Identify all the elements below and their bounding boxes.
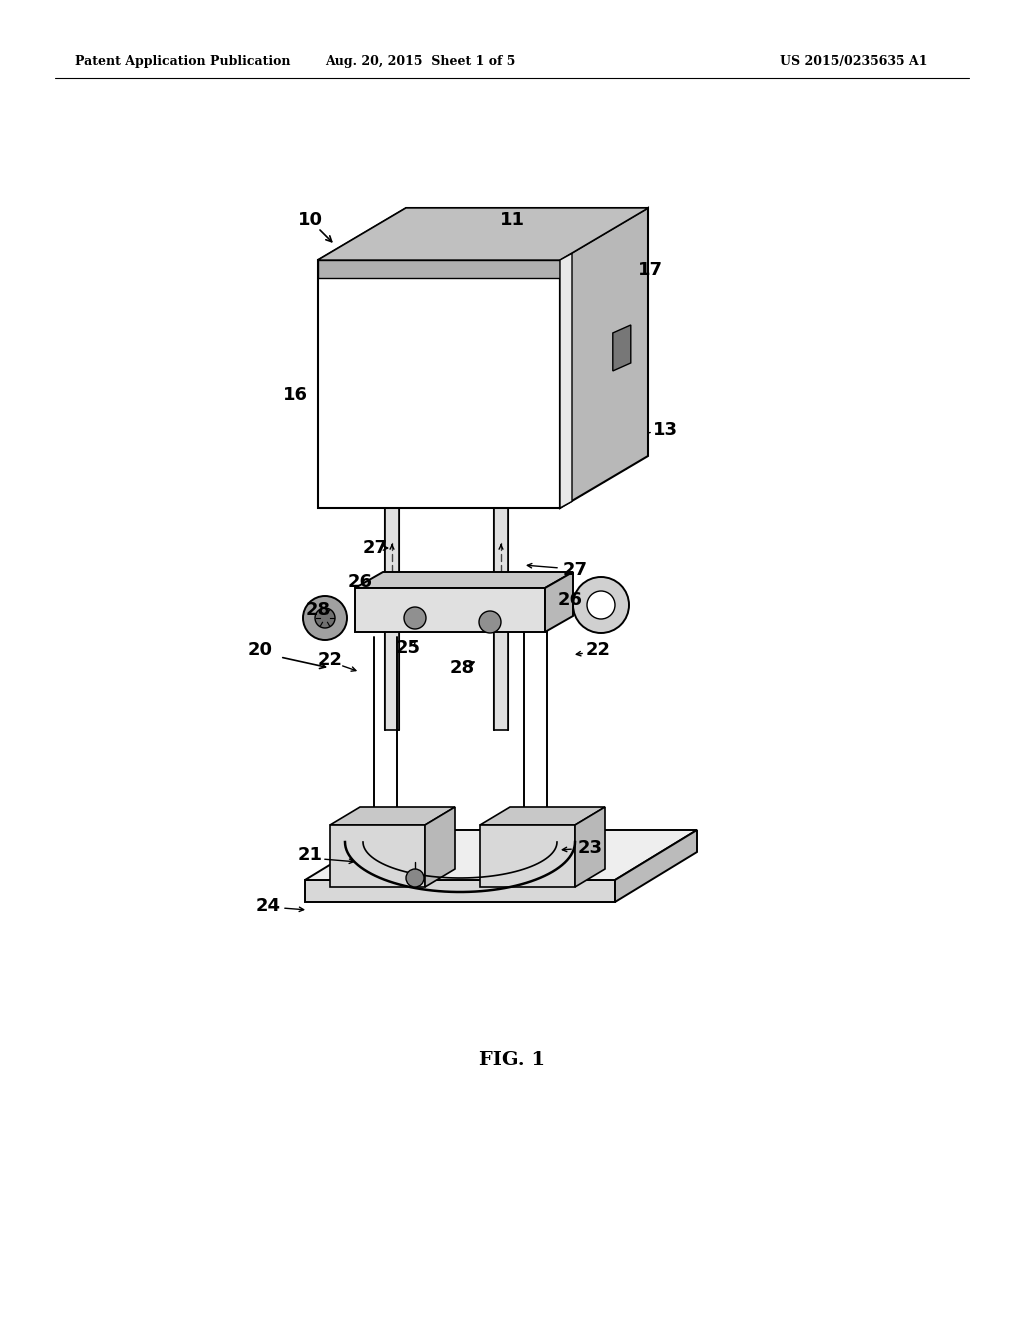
Text: 26: 26: [347, 573, 373, 591]
Circle shape: [404, 607, 426, 630]
Text: 16: 16: [283, 385, 307, 404]
Circle shape: [573, 577, 629, 634]
Polygon shape: [355, 572, 573, 587]
Text: 28: 28: [305, 601, 331, 619]
Circle shape: [406, 869, 424, 887]
Text: 24: 24: [256, 898, 281, 915]
Text: Patent Application Publication: Patent Application Publication: [75, 55, 291, 69]
Text: 13: 13: [652, 421, 678, 440]
Polygon shape: [615, 830, 697, 902]
Text: 23: 23: [578, 840, 602, 857]
Text: 17: 17: [638, 261, 663, 279]
Polygon shape: [480, 825, 575, 887]
Polygon shape: [318, 209, 648, 260]
Polygon shape: [355, 587, 545, 632]
Polygon shape: [494, 508, 508, 730]
Polygon shape: [330, 807, 455, 825]
Circle shape: [587, 591, 615, 619]
Circle shape: [479, 611, 501, 634]
Polygon shape: [385, 508, 399, 730]
Text: 21: 21: [298, 846, 323, 865]
Polygon shape: [480, 807, 605, 825]
Text: 27: 27: [562, 561, 588, 579]
Text: 22: 22: [586, 642, 610, 659]
Polygon shape: [305, 830, 697, 880]
Polygon shape: [318, 260, 560, 279]
Polygon shape: [560, 253, 572, 508]
Polygon shape: [318, 209, 648, 260]
Polygon shape: [560, 209, 648, 508]
Text: 25: 25: [395, 639, 421, 657]
Text: 22: 22: [317, 651, 342, 669]
Text: Aug. 20, 2015  Sheet 1 of 5: Aug. 20, 2015 Sheet 1 of 5: [325, 55, 515, 69]
Polygon shape: [612, 325, 631, 371]
Text: 28: 28: [450, 659, 474, 677]
Circle shape: [315, 609, 335, 628]
Text: 26: 26: [557, 591, 583, 609]
Polygon shape: [318, 260, 560, 508]
Text: 27: 27: [362, 539, 387, 557]
Text: 11: 11: [500, 211, 524, 228]
Text: FIG. 1: FIG. 1: [479, 1051, 545, 1069]
Text: 20: 20: [248, 642, 272, 659]
Polygon shape: [305, 880, 615, 902]
Circle shape: [303, 597, 347, 640]
Polygon shape: [425, 807, 455, 887]
Text: 10: 10: [298, 211, 323, 228]
Polygon shape: [545, 572, 573, 632]
Text: US 2015/0235635 A1: US 2015/0235635 A1: [780, 55, 928, 69]
Polygon shape: [575, 807, 605, 887]
Polygon shape: [330, 825, 425, 887]
